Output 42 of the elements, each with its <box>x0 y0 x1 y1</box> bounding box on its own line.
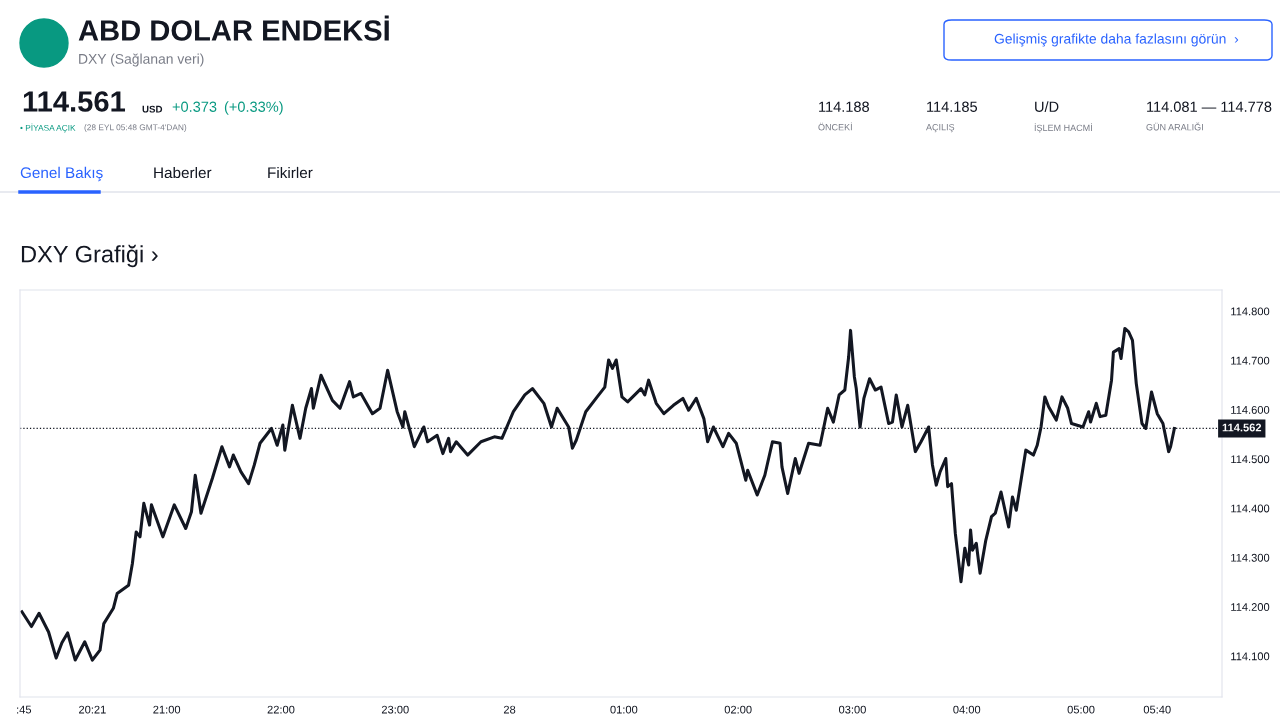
y-tick-label: 114.300 <box>1231 553 1270 562</box>
x-tick-label: 23:00 <box>381 705 409 714</box>
x-tick-label: 04:00 <box>953 705 981 714</box>
y-tick-label: 114.400 <box>1231 504 1270 513</box>
text: (+0.33%) <box>224 101 283 115</box>
x-tick-label: 28 <box>503 705 516 714</box>
text: Fikirler <box>268 166 313 179</box>
ref-line-label: 114.562 <box>1222 423 1262 432</box>
text: GÜN ARALIĞI <box>1146 122 1203 131</box>
text: USD <box>142 105 163 113</box>
text: 114.188 <box>819 101 870 112</box>
text: U/D <box>1035 101 1059 112</box>
text: Gelişmiş grafikte daha fazlasını görün › <box>994 33 1239 47</box>
x-tick-label: 01:00 <box>610 705 638 714</box>
text: Genel Bakış <box>20 166 103 182</box>
text: • PİYASA AÇIK <box>20 123 76 133</box>
y-tick-label: 114.500 <box>1231 455 1270 464</box>
text: ÖNCEKİ <box>818 122 852 131</box>
text: 114.185 <box>927 101 978 112</box>
chart-title: ABD DOLAR ENDEKSİ <box>78 15 389 41</box>
text: (28 EYL 05:48 GMT-4'DAN) <box>84 124 187 132</box>
x-tick-label: :45 <box>17 705 32 714</box>
y-tick-label: 114.700 <box>1231 356 1270 365</box>
text: +0.373 <box>172 101 217 112</box>
y-tick-label: 114.600 <box>1231 406 1270 414</box>
x-tick-label: 21:00 <box>153 705 181 714</box>
x-tick-label: 05:40 <box>1143 705 1171 714</box>
x-tick-label: 03:00 <box>838 705 866 714</box>
y-tick-label: 114.800 <box>1231 307 1270 316</box>
x-tick-label: 22:00 <box>267 705 295 714</box>
text: 114.561 <box>23 91 126 112</box>
x-tick-label: 05:00 <box>1067 705 1095 714</box>
text: AÇILIŞ <box>926 123 955 133</box>
chart-subtitle: DXY (Sağlanan veri) <box>79 53 204 67</box>
text: İŞLEM HACMİ <box>1034 123 1092 133</box>
y-tick-label: 114.200 <box>1231 603 1270 611</box>
y-tick-label: 114.100 <box>1231 652 1270 661</box>
text: 114.081 — 114.778 <box>1147 101 1272 112</box>
text: Haberler <box>154 166 212 179</box>
text: DXY Grafiği › <box>21 244 158 268</box>
x-tick-label: 02:00 <box>724 705 752 714</box>
x-tick-label: 20:21 <box>79 705 106 714</box>
